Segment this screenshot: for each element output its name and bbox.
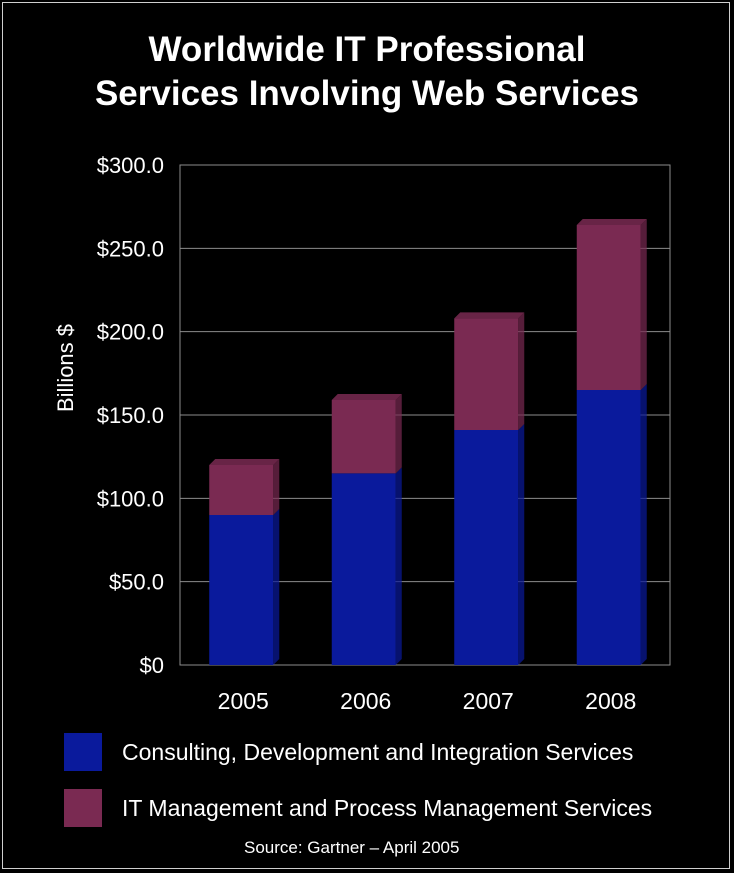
bar-side-consulting-2006 bbox=[395, 467, 402, 665]
y-tick-label-0: $0 bbox=[140, 653, 164, 678]
bar-side-consulting-2005 bbox=[273, 509, 280, 665]
y-tick-label-1: $50.0 bbox=[109, 570, 164, 595]
bar-it-management-2008 bbox=[576, 225, 641, 390]
chart-title-line-2: Services Involving Web Services bbox=[94, 74, 640, 113]
legend-label-it-management: IT Management and Process Management Ser… bbox=[122, 794, 653, 821]
legend-swatch-consulting bbox=[64, 733, 102, 771]
chart-title-line-1: Worldwide IT Professional bbox=[148, 30, 586, 69]
legend-label-consulting: Consulting, Development and Integration … bbox=[122, 738, 634, 765]
bar-it-management-2005 bbox=[209, 465, 274, 515]
x-tick-label-2006: 2006 bbox=[340, 688, 391, 714]
bar-it-management-2007 bbox=[454, 318, 519, 430]
x-tick-label-2008: 2008 bbox=[585, 688, 636, 714]
y-tick-label-4: $200.0 bbox=[97, 320, 164, 345]
bar-it-management-2006 bbox=[331, 400, 396, 474]
bar-top-it-management-2008 bbox=[576, 219, 647, 225]
y-tick-label-3: $150.0 bbox=[97, 403, 164, 428]
legend-swatch-it-management bbox=[64, 789, 102, 827]
bar-side-it-management-2005 bbox=[273, 459, 280, 515]
bar-consulting-2006 bbox=[331, 473, 396, 665]
bar-consulting-2008 bbox=[576, 390, 641, 665]
bar-side-consulting-2007 bbox=[518, 424, 525, 665]
chart-title: Worldwide IT Professional Services Invol… bbox=[0, 28, 734, 116]
bar-side-it-management-2008 bbox=[640, 219, 647, 390]
legend-item-consulting: Consulting, Development and Integration … bbox=[64, 733, 633, 771]
bar-side-it-management-2006 bbox=[395, 394, 402, 474]
y-tick-label-2: $100.0 bbox=[97, 486, 164, 511]
bar-side-consulting-2008 bbox=[640, 384, 647, 665]
y-tick-label-6: $300.0 bbox=[97, 153, 164, 178]
bar-top-it-management-2006 bbox=[331, 394, 402, 400]
bar-top-it-management-2005 bbox=[209, 459, 280, 465]
y-tick-label-5: $250.0 bbox=[97, 236, 164, 261]
x-tick-label-2005: 2005 bbox=[218, 688, 269, 714]
source-note: Source: Gartner – April 2005 bbox=[244, 838, 460, 857]
bar-side-it-management-2007 bbox=[518, 312, 525, 430]
bar-consulting-2005 bbox=[209, 515, 274, 665]
legend-item-it-management: IT Management and Process Management Ser… bbox=[64, 789, 652, 827]
x-tick-label-2007: 2007 bbox=[463, 688, 514, 714]
bar-consulting-2007 bbox=[454, 430, 519, 665]
bar-top-it-management-2007 bbox=[454, 312, 525, 319]
